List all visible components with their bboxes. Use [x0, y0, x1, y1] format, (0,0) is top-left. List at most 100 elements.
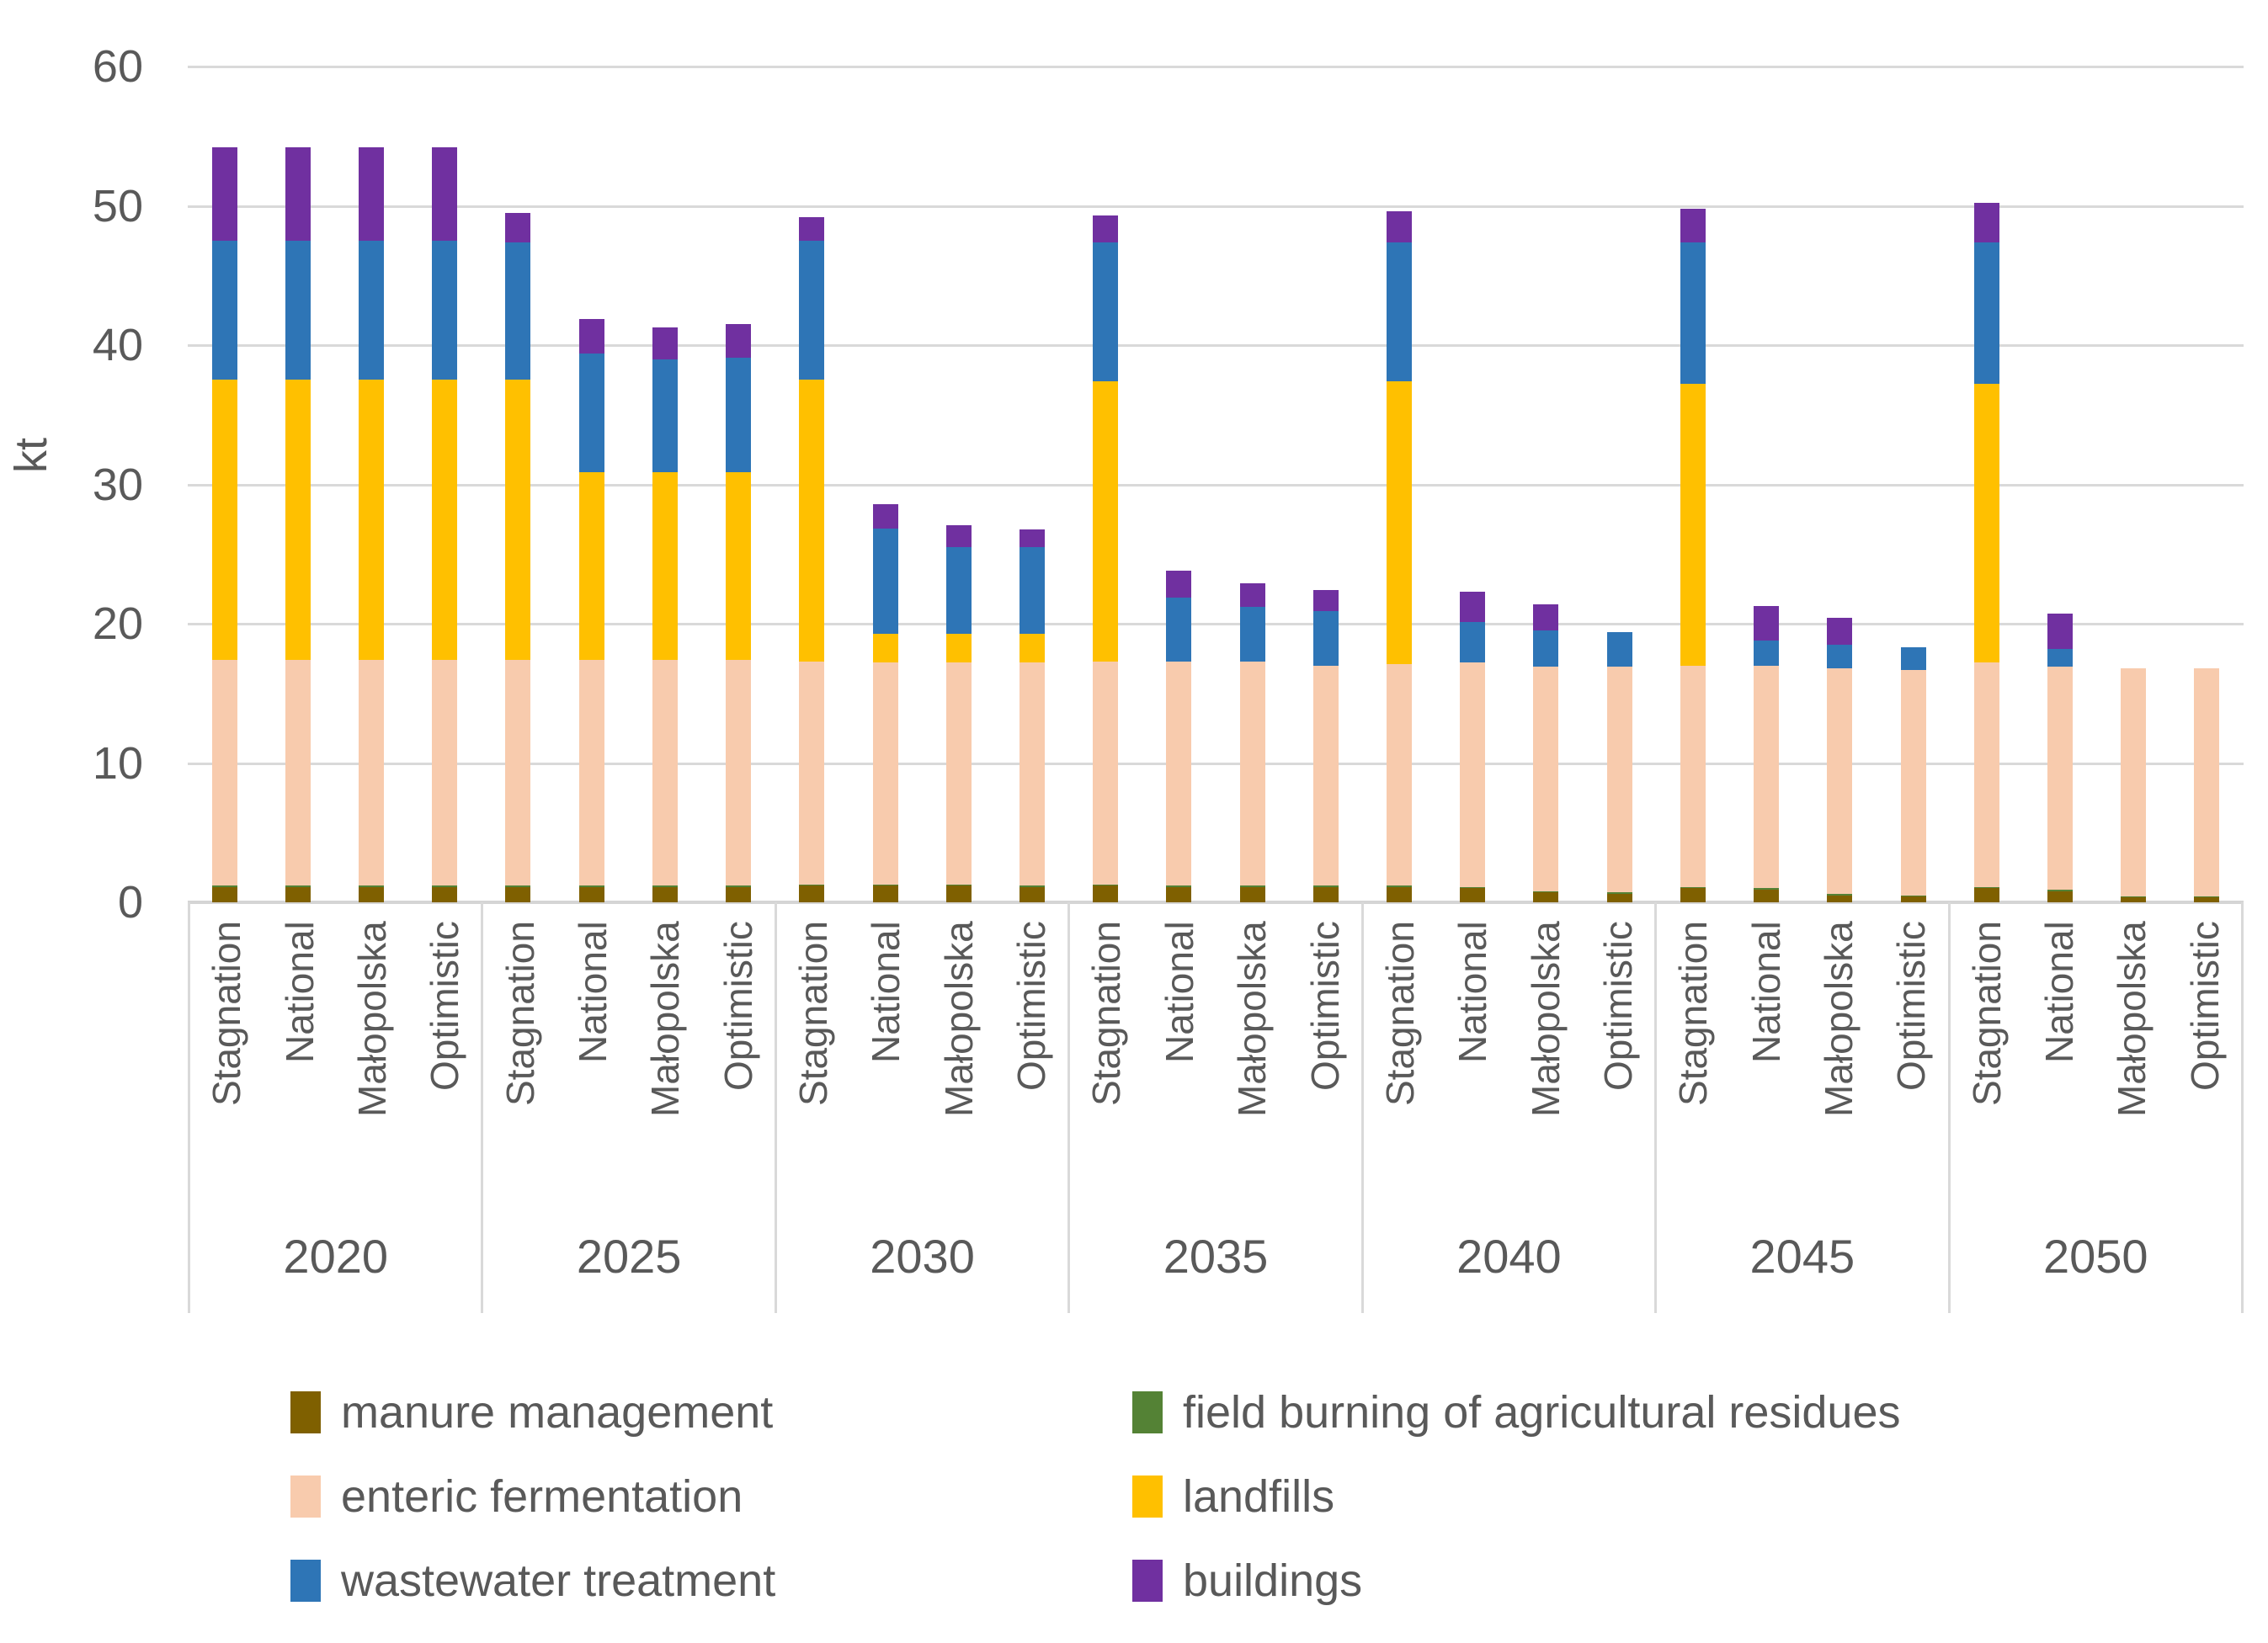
bar-segment-manure-management	[1680, 888, 1706, 902]
bar-segment-buildings	[1973, 203, 1999, 242]
bar-segment-field-burning-of-agricultural-residues	[1387, 885, 1413, 887]
bar-segment-manure-management	[872, 885, 898, 902]
stacked-bar-2040-Małopolska	[1533, 603, 1559, 902]
stacked-bar-2030-Optimistic	[1019, 529, 1045, 902]
bar-segment-field-burning-of-agricultural-residues	[799, 884, 825, 886]
bar-segment-enteric-fermentation	[1973, 662, 1999, 887]
scenario-label: Stagnation	[498, 921, 542, 1106]
bar-segment-buildings	[1166, 571, 1192, 598]
bar-segment-wastewater-treatment	[505, 242, 531, 380]
legend-swatch	[290, 1476, 321, 1518]
bar-segment-manure-management	[1606, 894, 1632, 902]
scenario-label-slot: Optimistic	[995, 921, 1067, 1199]
scenario-labels: Stagnation National Małopolska Optimistic	[1657, 902, 1947, 1199]
legend-item-landfills: landfills	[1132, 1470, 2067, 1523]
bar-segment-field-burning-of-agricultural-residues	[1533, 891, 1559, 893]
axis-group-2050: Stagnation National Małopolska Optimistic 20…	[1951, 902, 2244, 1313]
stacked-bar-2035-Małopolska	[1239, 583, 1265, 902]
legend-swatch	[1132, 1560, 1163, 1602]
bar-slot	[1877, 66, 1950, 902]
bar-segment-enteric-fermentation	[1680, 665, 1706, 887]
legend-swatch	[1132, 1476, 1163, 1518]
bar-slot	[555, 66, 628, 902]
bar-segment-buildings	[285, 147, 311, 241]
scenario-label: Stagnation	[1377, 921, 1422, 1106]
scenario-label-slot: National	[263, 921, 335, 1199]
stacked-bar-2040-Stagnation	[1387, 211, 1413, 902]
bar-segment-buildings	[359, 147, 385, 241]
bar-segment-manure-management	[2121, 897, 2147, 902]
year-group-2035	[1069, 66, 1363, 902]
bar-segment-enteric-fermentation	[1827, 667, 1853, 895]
scenario-labels: Stagnation National Małopolska Optimistic	[1070, 902, 1360, 1199]
stacked-bar-2050-National	[2047, 614, 2073, 902]
bar-segment-wastewater-treatment	[1827, 644, 1853, 668]
axis-group-2040: Stagnation National Małopolska Optimistic 20…	[1364, 902, 1658, 1313]
bar-segment-manure-management	[505, 886, 531, 902]
bar-segment-manure-management	[1754, 890, 1780, 902]
bar-segment-field-burning-of-agricultural-residues	[578, 885, 604, 887]
year-group-2020	[188, 66, 482, 902]
bar-segment-landfills	[945, 633, 972, 663]
stacked-bar-2025-Stagnation	[505, 212, 531, 902]
scenario-labels: Stagnation National Małopolska Optimistic	[1364, 902, 1654, 1199]
bar-segment-manure-management	[945, 885, 972, 902]
bar-segment-landfills	[211, 380, 237, 661]
bar-segment-enteric-fermentation	[652, 660, 678, 886]
bar-segment-manure-management	[211, 886, 237, 902]
scenario-label: Optimistic	[1595, 921, 1640, 1091]
axis-group-2020: Stagnation National Małopolska Optimistic 20…	[188, 902, 484, 1313]
bar-segment-manure-management	[1973, 888, 1999, 902]
bar-segment-manure-management	[1093, 885, 1119, 902]
bar-segment-landfills	[652, 471, 678, 661]
bar-segment-manure-management	[432, 886, 458, 902]
scenario-label-slot: National	[1143, 921, 1216, 1199]
bar-segment-landfills	[799, 380, 825, 662]
scenario-label-slot: Stagnation	[1070, 921, 1142, 1199]
bar-segment-wastewater-treatment	[1460, 622, 1486, 663]
scenario-label: National	[1157, 921, 1201, 1063]
gridline	[188, 623, 2244, 625]
stacked-bar-2025-Optimistic	[726, 324, 752, 902]
scenario-label: Małopolska	[936, 921, 981, 1117]
bar-segment-wastewater-treatment	[1533, 630, 1559, 667]
bar-segment-field-burning-of-agricultural-residues	[1239, 885, 1265, 887]
axis-group-2025: Stagnation National Małopolska Optimistic 20…	[483, 902, 777, 1313]
bar-segment-buildings	[652, 327, 678, 359]
bar-segment-landfills	[432, 380, 458, 661]
stacked-bar-2035-Stagnation	[1093, 215, 1119, 902]
bar-segment-wastewater-treatment	[1166, 597, 1192, 662]
bar-segment-field-burning-of-agricultural-residues	[1973, 886, 1999, 889]
scenario-label-slot: Optimistic	[1875, 921, 1947, 1199]
bar-slot	[922, 66, 995, 902]
bar-segment-wastewater-treatment	[578, 353, 604, 472]
bar-segment-manure-management	[359, 886, 385, 902]
scenario-label-slot: Optimistic	[2169, 921, 2241, 1199]
bar-slot	[1362, 66, 1435, 902]
bar-segment-landfills	[578, 471, 604, 661]
scenario-label-slot: Stagnation	[483, 921, 556, 1199]
scenario-label-slot: National	[556, 921, 629, 1199]
bar-segment-buildings	[872, 503, 898, 529]
bar-segment-buildings	[2047, 614, 2073, 649]
stacked-bar-2045-Optimistic	[1900, 647, 1926, 902]
bar-segment-landfills	[505, 380, 531, 661]
bar-segment-enteric-fermentation	[1166, 661, 1192, 886]
y-tick-label: 60	[92, 41, 143, 92]
bar-slot	[1142, 66, 1216, 902]
bar-segment-enteric-fermentation	[1606, 667, 1632, 893]
y-tick-label: 50	[92, 180, 143, 231]
bar-segment-enteric-fermentation	[799, 661, 825, 885]
legend-label: manure management	[341, 1387, 774, 1438]
bar-segment-field-burning-of-agricultural-residues	[652, 885, 678, 887]
bar-slot	[1656, 66, 1729, 902]
y-tick-label: 20	[92, 598, 143, 649]
bar-segment-buildings	[1387, 211, 1413, 242]
bar-segment-wastewater-treatment	[1239, 607, 1265, 662]
scenario-label-slot: Małopolska	[2095, 921, 2168, 1199]
stacked-bar-2045-Małopolska	[1827, 618, 1853, 902]
year-label: 2035	[1163, 1229, 1269, 1283]
scenario-label-slot: National	[1436, 921, 1509, 1199]
x-axis-line	[188, 901, 2244, 904]
scenario-label: Optimistic	[1302, 921, 1347, 1091]
